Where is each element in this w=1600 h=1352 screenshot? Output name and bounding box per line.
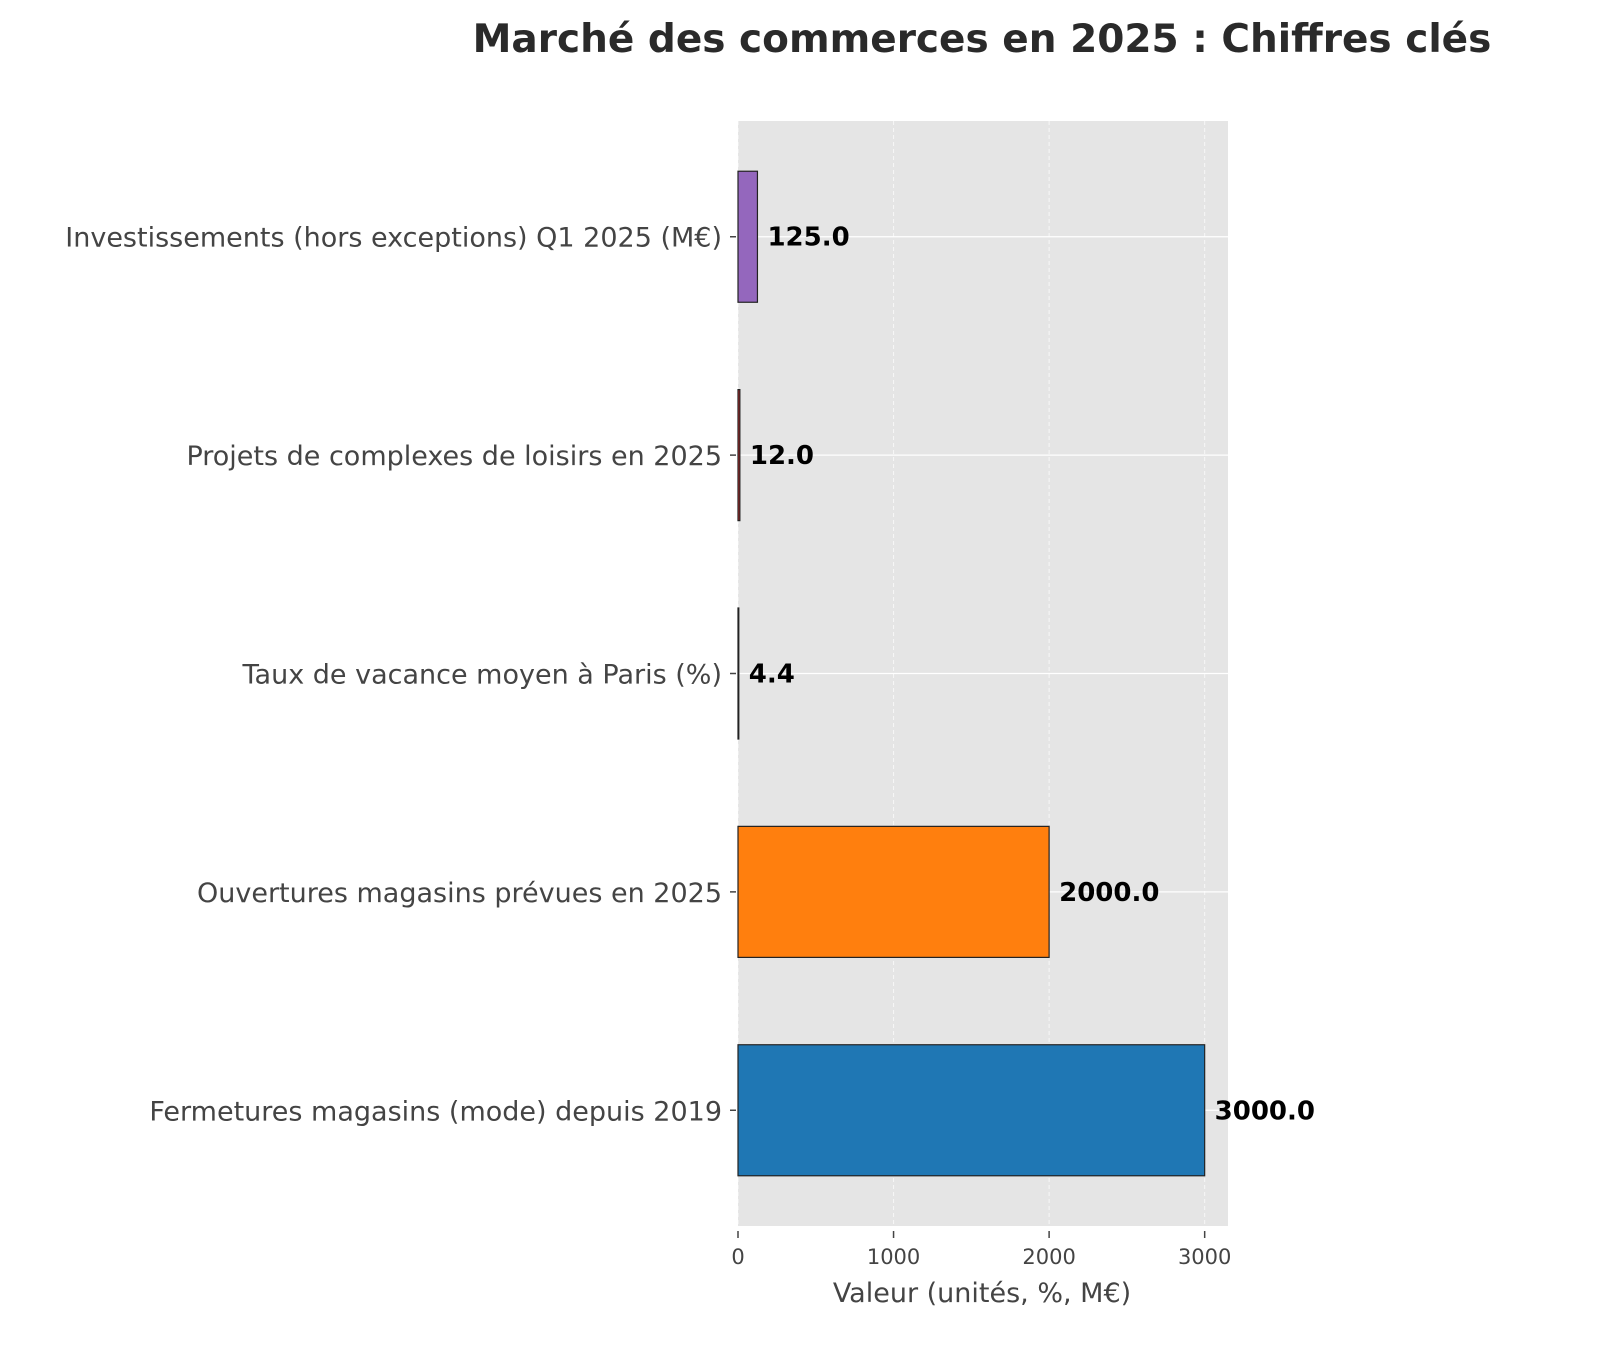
bar [737, 607, 740, 740]
y-tick-label: Taux de vacance moyen à Paris (%) [242, 660, 722, 691]
value-label: 3000.0 [1215, 1096, 1315, 1126]
value-label: 4.4 [749, 660, 795, 690]
y-tick-label: Projets de complexes de loisirs en 2025 [186, 441, 722, 472]
value-label: 12.0 [750, 441, 814, 471]
bar [737, 389, 741, 522]
bar [737, 1044, 1206, 1177]
x-tick-label: 1000 [867, 1245, 920, 1269]
value-label: 2000.0 [1059, 878, 1159, 908]
x-tick-label: 2000 [1022, 1245, 1075, 1269]
y-tick-label: Investissements (hors exceptions) Q1 202… [65, 223, 722, 254]
value-label: 125.0 [767, 223, 849, 253]
x-tick-label: 0 [731, 1245, 744, 1269]
y-tick-label: Ouvertures magasins prévues en 2025 [197, 878, 722, 909]
x-tick-label: 3000 [1178, 1245, 1231, 1269]
bar [737, 825, 1050, 958]
bar [737, 170, 759, 303]
y-tick-label: Fermetures magasins (mode) depuis 2019 [149, 1096, 722, 1127]
x-axis-label: Valeur (unités, %, M€) [833, 1278, 1131, 1309]
chart-title: Marché des commerces en 2025 : Chiffres … [473, 17, 1492, 62]
